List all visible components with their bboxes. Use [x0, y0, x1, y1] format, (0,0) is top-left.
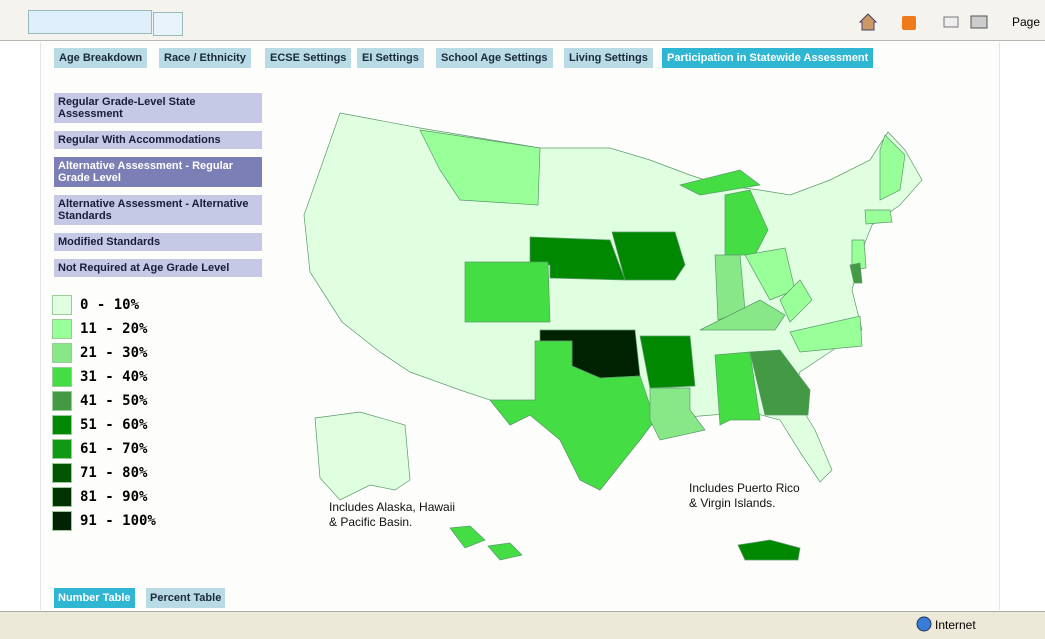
state [714, 351, 761, 426]
us-map [303, 112, 923, 561]
state [851, 239, 867, 271]
state [789, 315, 863, 353]
tab[interactable]: Race / Ethnicity [159, 48, 251, 68]
zone-icon [916, 616, 932, 632]
tab[interactable]: ECSE Settings [265, 48, 352, 68]
menu-item[interactable]: Alternative Assessment - Regular Grade L… [54, 157, 262, 187]
state [449, 525, 486, 549]
tab[interactable]: EI Settings [357, 48, 424, 68]
menu-item[interactable]: Not Required at Age Grade Level [54, 259, 262, 277]
tab[interactable]: Living Settings [564, 48, 653, 68]
state [419, 129, 541, 206]
state [489, 340, 656, 491]
state [649, 387, 706, 441]
state [487, 542, 523, 561]
toolbar-icons[interactable] [858, 12, 998, 32]
legend-swatch [52, 319, 72, 339]
state [639, 335, 696, 389]
browser-tab[interactable] [153, 12, 183, 36]
menu-item[interactable]: Regular With Accommodations [54, 131, 262, 149]
state [779, 279, 813, 323]
menu-item[interactable]: Alternative Assessment - Alternative Sta… [54, 195, 262, 225]
legend-label: 41 - 50% [80, 393, 148, 409]
legend-swatch [52, 511, 72, 531]
address-box[interactable] [28, 10, 152, 34]
state [864, 209, 893, 225]
state [314, 411, 411, 501]
legend-swatch [52, 391, 72, 411]
map-note: Includes Puerto Rico & Virgin Islands. [689, 481, 800, 510]
legend-label: 21 - 30% [80, 345, 148, 361]
state [849, 262, 863, 284]
state [749, 349, 811, 416]
legend-label: 31 - 40% [80, 369, 148, 385]
legend-swatch [52, 487, 72, 507]
legend-label: 81 - 90% [80, 489, 148, 505]
state [611, 231, 686, 281]
tab[interactable]: Age Breakdown [54, 48, 148, 68]
status-bar [0, 611, 1045, 639]
page-menu[interactable]: Page [1012, 15, 1041, 29]
tab[interactable]: Participation in Statewide Assessment [662, 48, 874, 68]
state [464, 261, 551, 323]
state [699, 299, 786, 331]
legend-swatch [52, 343, 72, 363]
legend-swatch [52, 367, 72, 387]
map-note: Includes Alaska, Hawaii & Pacific Basin. [329, 500, 456, 529]
tab[interactable]: School Age Settings [436, 48, 553, 68]
percent-table-button[interactable]: Percent Table [146, 588, 226, 608]
state [737, 539, 801, 561]
legend-swatch [52, 295, 72, 315]
legend-swatch [52, 439, 72, 459]
legend-label: 91 - 100% [80, 513, 156, 529]
legend-label: 61 - 70% [80, 441, 148, 457]
legend-swatch [52, 463, 72, 483]
legend-label: 51 - 60% [80, 417, 148, 433]
legend-label: 0 - 10% [80, 297, 140, 313]
menu-item[interactable]: Modified Standards [54, 233, 262, 251]
security-zone: Internet [935, 618, 976, 632]
state [879, 134, 906, 201]
state [678, 169, 761, 196]
legend-label: 71 - 80% [80, 465, 148, 481]
number-table-button[interactable]: Number Table [54, 588, 135, 608]
state [724, 189, 769, 256]
legend-swatch [52, 415, 72, 435]
legend-label: 11 - 20% [80, 321, 148, 337]
menu-item[interactable]: Regular Grade-Level State Assessment [54, 93, 262, 123]
browser-toolbar: Page [0, 0, 1045, 41]
